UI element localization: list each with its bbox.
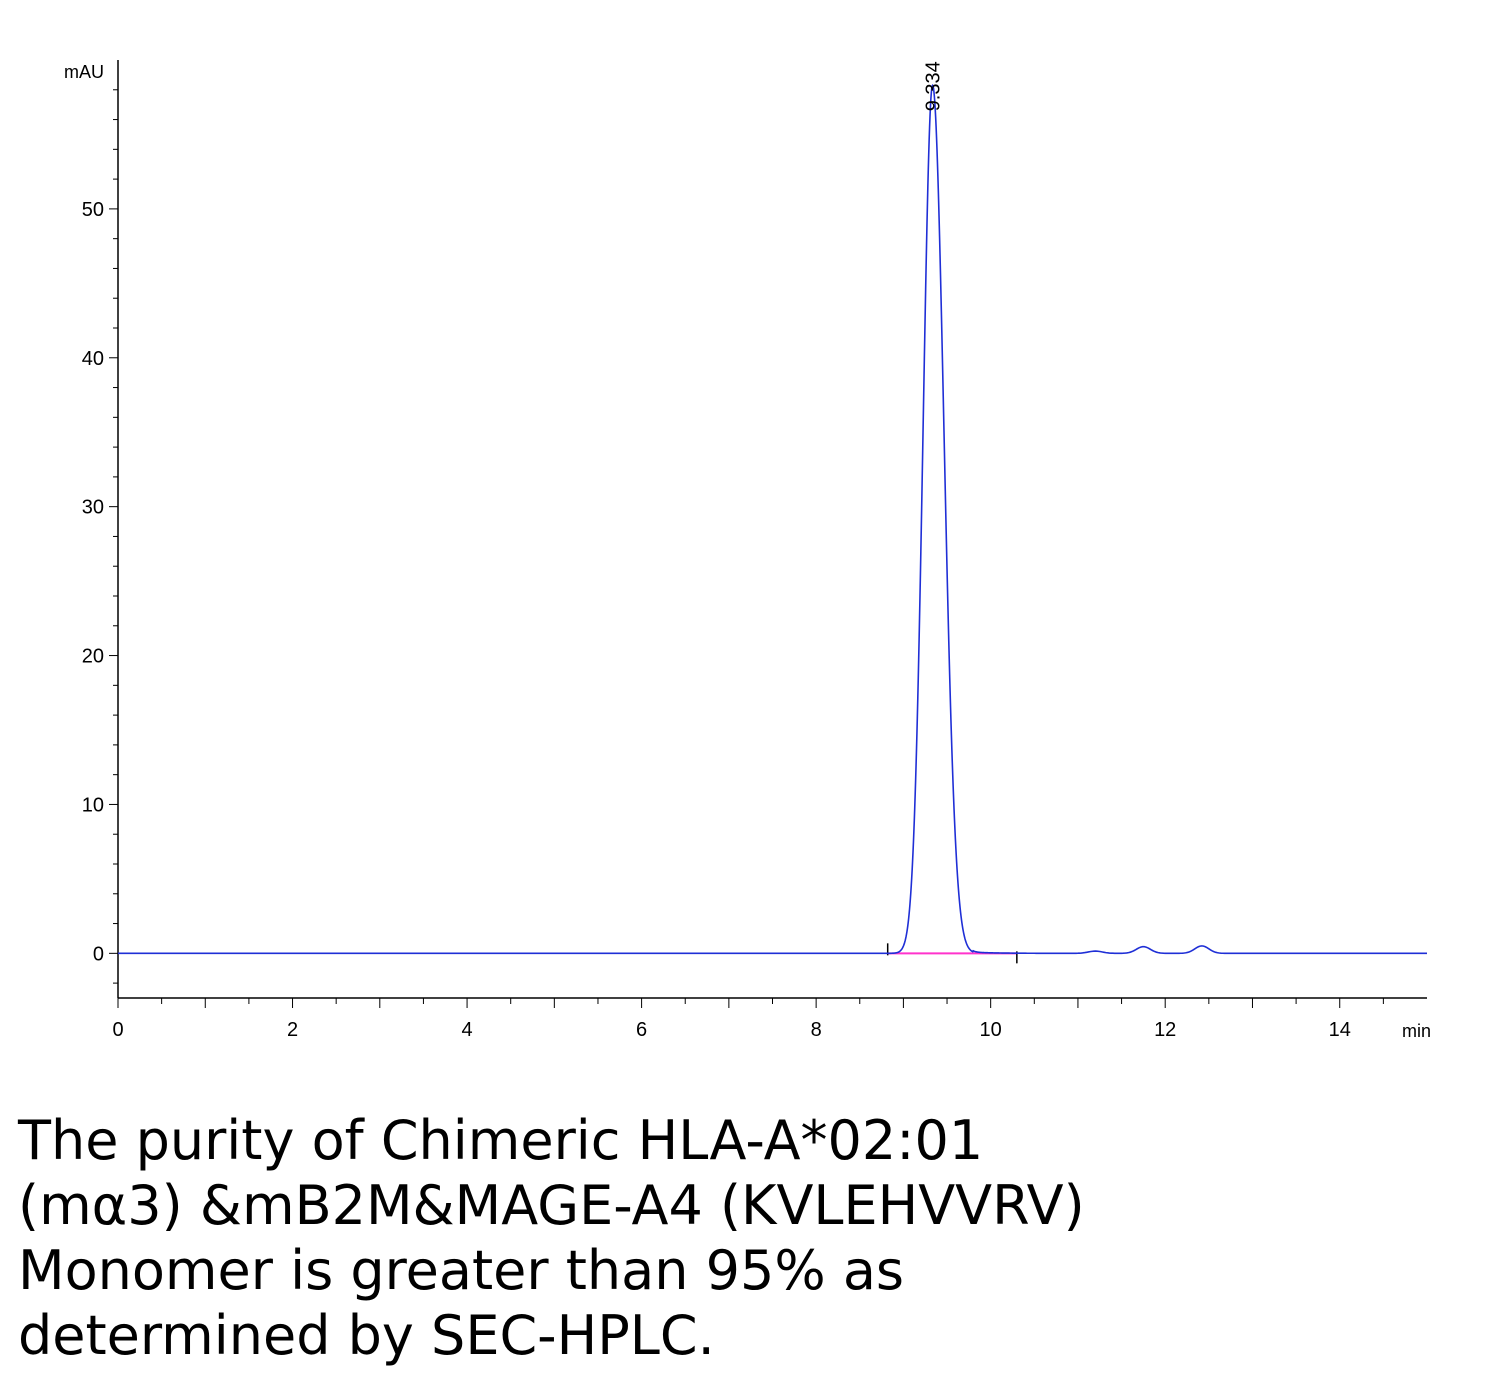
x-tick-label: 10 bbox=[980, 1019, 1002, 1041]
chromatogram-trace bbox=[118, 83, 1427, 955]
y-tick-label: 50 bbox=[82, 199, 104, 221]
x-tick-label: 12 bbox=[1154, 1019, 1176, 1041]
x-tick-label: 2 bbox=[287, 1019, 298, 1041]
x-tick-label: 0 bbox=[112, 1019, 123, 1041]
caption: The purity of Chimeric HLA-A*02:01 (mα3)… bbox=[18, 1108, 1478, 1368]
caption-line-2: (mα3) &mB2M&MAGE-A4 (KVLEHVVRV) bbox=[18, 1174, 1085, 1237]
peak-retention-time-label: 9.334 bbox=[923, 61, 945, 111]
x-axis: 0 2 4 6 8 10 12 14 bbox=[112, 997, 1427, 1041]
y-tick-label: 20 bbox=[82, 646, 104, 668]
chromatogram-chart: 0 10 20 30 40 50 0 2 4 6 8 10 12 14 mAU min 9.334 bbox=[64, 60, 1431, 1041]
x-tick-label: 8 bbox=[811, 1019, 822, 1041]
y-tick-label: 0 bbox=[93, 943, 104, 965]
y-axis-label: mAU bbox=[64, 62, 104, 82]
x-tick-label: 14 bbox=[1329, 1019, 1351, 1041]
y-tick-label: 30 bbox=[82, 497, 104, 519]
x-tick-label: 4 bbox=[462, 1019, 473, 1041]
trace-group bbox=[118, 83, 1427, 955]
y-tick-label: 40 bbox=[82, 348, 104, 370]
y-axis: 0 10 20 30 40 50 bbox=[82, 60, 119, 998]
x-tick-label: 6 bbox=[636, 1019, 647, 1041]
caption-line-4: determined by SEC-HPLC. bbox=[18, 1304, 715, 1367]
caption-line-1: The purity of Chimeric HLA-A*02:01 bbox=[18, 1109, 984, 1172]
caption-line-3: Monomer is greater than 95% as bbox=[18, 1239, 905, 1302]
x-axis-label: min bbox=[1402, 1021, 1431, 1041]
y-tick-label: 10 bbox=[82, 794, 104, 816]
